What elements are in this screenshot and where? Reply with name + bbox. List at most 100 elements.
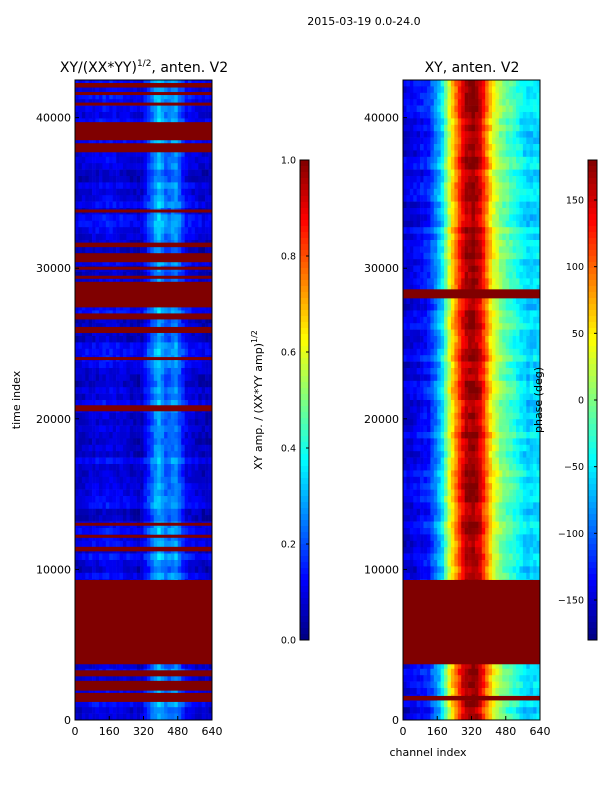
heatmap-cell: [98, 118, 103, 126]
heatmap-cell: [92, 176, 96, 183]
heatmap-cell: [153, 457, 158, 465]
heatmap-cell: [88, 227, 93, 234]
heatmap-cell: [454, 182, 459, 190]
heatmap-cell: [433, 176, 438, 183]
heatmap-cell: [153, 553, 158, 561]
heatmap-cell: [92, 560, 96, 567]
heatmap-cell: [184, 400, 189, 407]
colorbar-swatch: [300, 508, 309, 515]
heatmap-cell: [440, 80, 445, 87]
heatmap-cell: [194, 163, 199, 170]
heatmap-cell: [188, 272, 192, 279]
heatmap-cell: [201, 368, 206, 375]
heatmap-cell: [85, 323, 89, 330]
heatmap-cell: [140, 464, 144, 471]
heatmap-cell: [126, 316, 131, 324]
heatmap-cell: [198, 348, 203, 356]
heatmap-cell: [140, 688, 144, 695]
heatmap-cell: [95, 425, 100, 433]
heatmap-cell: [198, 387, 203, 394]
heatmap-cell: [174, 163, 179, 170]
heatmap-cell: [75, 515, 79, 522]
heatmap-cell: [112, 227, 117, 234]
heatmap-cell: [201, 457, 206, 465]
heatmap-cell: [112, 348, 117, 356]
heatmap-cell: [509, 169, 513, 177]
heatmap-cell: [109, 412, 113, 420]
heatmap-cell: [146, 368, 151, 375]
heatmap-cell: [188, 188, 192, 196]
heatmap-cell: [194, 380, 199, 388]
heatmap-cell: [146, 566, 151, 574]
heatmap-cell: [78, 323, 83, 330]
heatmap-cell: [153, 387, 158, 394]
heatmap-cell: [153, 201, 158, 209]
heatmap-cell: [129, 188, 134, 196]
heatmap-cell: [95, 553, 100, 561]
heatmap-cell: [129, 361, 134, 369]
heatmap-cell: [140, 188, 144, 196]
heatmap-cell: [75, 92, 79, 100]
heatmap-cell: [450, 86, 455, 94]
heatmap-cell: [461, 195, 465, 202]
heatmap-cell: [481, 176, 486, 183]
heatmap-cell: [126, 92, 131, 100]
heatmap-cell: [105, 86, 110, 94]
heatmap-cell: [201, 412, 206, 420]
heatmap-cell: [454, 201, 459, 209]
heatmap-cell: [167, 246, 172, 254]
heatmap-cell: [437, 124, 441, 132]
heatmap-cell: [157, 233, 161, 241]
heatmap-cell: [519, 131, 524, 138]
heatmap-cell: [122, 380, 127, 388]
heatmap-cell: [146, 515, 151, 522]
heatmap-cell: [184, 227, 189, 234]
heatmap-cell: [81, 489, 86, 497]
heatmap-cell: [160, 560, 165, 567]
heatmap-cell: [126, 323, 131, 330]
heatmap-cell: [454, 86, 459, 94]
heatmap-cell: [461, 131, 465, 138]
heatmap-cell: [481, 118, 486, 126]
heatmap-cell: [522, 105, 527, 113]
heatmap-cell: [181, 348, 185, 356]
heatmap-cell: [170, 182, 175, 190]
heatmap-cell: [122, 99, 127, 106]
heatmap-cell: [109, 323, 113, 330]
heatmap-cell: [164, 464, 168, 471]
heatmap-cell: [201, 227, 206, 234]
heatmap-cell: [133, 483, 137, 490]
heatmap-cell: [512, 176, 517, 183]
heatmap-cell: [205, 246, 209, 254]
heatmap-cell: [461, 150, 465, 158]
heatmap-cell: [143, 476, 148, 484]
colorbar-swatch: [300, 466, 309, 473]
heatmap-cell: [164, 444, 168, 452]
heatmap-cell: [150, 502, 155, 510]
colorbar-swatch: [300, 556, 309, 563]
heatmap-cell: [536, 163, 541, 170]
heatmap-cell: [403, 131, 407, 138]
heatmap-cell: [133, 393, 137, 401]
heatmap-cell: [174, 92, 179, 100]
heatmap-cell: [150, 412, 155, 420]
heatmap-cell: [81, 227, 86, 234]
heatmap-cell: [194, 188, 199, 196]
heatmap-cell: [95, 105, 100, 113]
heatmap-cell: [153, 227, 158, 234]
heatmap-cell: [122, 457, 127, 465]
heatmap-cell: [150, 444, 155, 452]
heatmap-cell: [88, 387, 93, 394]
heatmap-cell: [409, 195, 414, 202]
heatmap-cell: [184, 380, 189, 388]
heatmap-cell: [150, 457, 155, 465]
heatmap-cell: [471, 92, 476, 100]
heatmap-cell: [153, 316, 158, 324]
heatmap-cell: [153, 99, 158, 106]
heatmap-cell: [205, 137, 209, 145]
heatmap-cell: [153, 368, 158, 375]
heatmap-cell: [143, 137, 148, 145]
heatmap-cell: [157, 707, 161, 714]
heatmap-cell: [409, 131, 414, 138]
heatmap-cell: [119, 316, 124, 324]
